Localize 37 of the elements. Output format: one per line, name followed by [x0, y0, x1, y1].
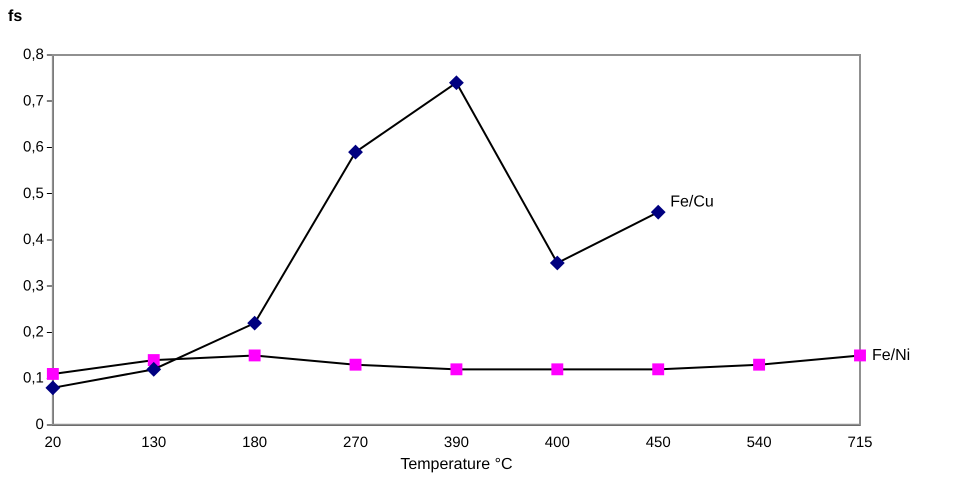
y-tick-label: 0,5 [22, 184, 44, 202]
point [248, 316, 262, 330]
x-tick-label: 180 [242, 434, 268, 451]
y-tick-label: 0,3 [22, 277, 44, 294]
x-tick-label: 270 [343, 434, 368, 451]
y-tick-label: 0,4 [22, 231, 44, 248]
y-tick-label: 0 [36, 416, 44, 433]
point [46, 368, 59, 380]
x-tick-label: 540 [746, 434, 772, 451]
point [350, 358, 362, 371]
point [753, 358, 766, 371]
x-tick-label: 450 [646, 434, 671, 451]
x-tick-label: 20 [44, 434, 62, 451]
x-tick-label: 130 [141, 434, 166, 451]
x-tick-label: 390 [444, 434, 469, 451]
point [449, 76, 464, 90]
point [46, 380, 60, 395]
y-tick-label: 0,8 [22, 46, 44, 64]
point [450, 363, 462, 376]
y-axis-title: fs [8, 8, 22, 26]
point [551, 363, 564, 376]
x-tick-label: 400 [544, 434, 570, 451]
point [854, 350, 866, 362]
point [550, 256, 564, 270]
y-tick-label: 0,6 [22, 138, 44, 156]
point [248, 350, 261, 362]
y-tick-label: 0,7 [22, 92, 44, 110]
point [651, 205, 666, 220]
y-tick-label: 0,1 [22, 370, 44, 387]
x-axis-title: Temperature °C [400, 456, 513, 473]
point [146, 362, 161, 376]
point [348, 145, 363, 160]
y-tick-label: 0,2 [22, 323, 44, 340]
series-label: Fe/Ni [872, 346, 910, 364]
series-label: Fe/Cu [670, 194, 714, 211]
x-tick-label: 715 [847, 434, 873, 451]
point [652, 363, 664, 376]
